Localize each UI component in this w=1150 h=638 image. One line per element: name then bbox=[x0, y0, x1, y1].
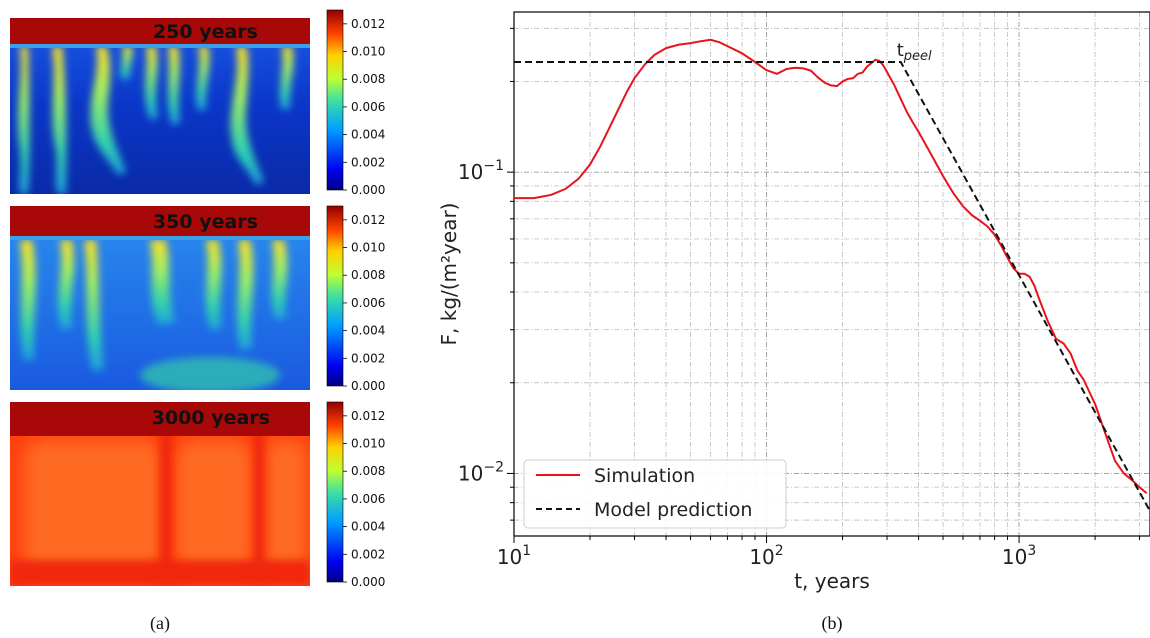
colorbar-tick-label: 0.002 bbox=[351, 547, 385, 561]
colorbar-tick-label: 0.012 bbox=[351, 213, 385, 227]
colorbar-0: 0.000 0.002 0.004 0.006 0.008 0.010 0.012 bbox=[326, 9, 385, 197]
colorbar-gradient bbox=[326, 401, 344, 583]
colorbar-tick-label: 0.004 bbox=[351, 324, 385, 338]
colorbar-tick-label: 0.006 bbox=[351, 100, 385, 114]
colorbar-tick-label: 0.008 bbox=[351, 268, 385, 282]
colorbar-tick-label: 0.002 bbox=[351, 351, 385, 365]
y-tick-label: 10−1 bbox=[458, 158, 504, 184]
colorbar-tick-label: 0.008 bbox=[351, 72, 385, 86]
y-axis-label: F, kg/(m²year) bbox=[437, 203, 461, 346]
colorbar-tick-label: 0.004 bbox=[351, 520, 385, 534]
t-peel-annotation: tpeel bbox=[897, 40, 932, 64]
colorbar-tick-label: 0.006 bbox=[351, 296, 385, 310]
colorbar-tick-label: 0.002 bbox=[351, 155, 385, 169]
series-layer bbox=[514, 38, 1150, 512]
concentration-map-250 bbox=[10, 18, 310, 194]
colorbar-tick-label: 0.010 bbox=[351, 45, 385, 59]
colorbar-tick-label: 0.010 bbox=[351, 241, 385, 255]
legend-box bbox=[523, 459, 787, 529]
legend-label-simulation: Simulation bbox=[594, 465, 695, 487]
x-axis-label: t, years bbox=[794, 569, 870, 593]
panel-b: 101 102 103 10−2 10−1 tpeel Simulation Model… bbox=[437, 11, 1150, 634]
colorbar-gradient bbox=[326, 9, 344, 191]
colorbar-tick-label: 0.012 bbox=[351, 409, 385, 423]
x-tick-label: 102 bbox=[749, 543, 783, 569]
legend: Simulation Model prediction bbox=[523, 459, 787, 529]
panel-a-caption: (a) bbox=[150, 613, 170, 634]
colorbar-tick-label: 0.000 bbox=[351, 379, 385, 393]
map-label-250: 250 years bbox=[153, 21, 258, 43]
colorbar-tick-label: 0.008 bbox=[351, 464, 385, 478]
y-tick-label: 10−2 bbox=[458, 459, 504, 485]
colorbar-tick-label: 0.000 bbox=[351, 183, 385, 197]
map-label-350: 350 years bbox=[153, 211, 258, 233]
colorbar-tick-label: 0.010 bbox=[351, 437, 385, 451]
colorbar-2: 0.000 0.002 0.004 0.006 0.008 0.010 0.012 bbox=[326, 401, 385, 589]
colorbar-tick-label: 0.012 bbox=[351, 17, 385, 31]
concentration-map-350 bbox=[10, 206, 310, 390]
colorbar-tick-label: 0.006 bbox=[351, 492, 385, 506]
x-tick-label: 101 bbox=[497, 543, 531, 569]
axis-ticks: 101 102 103 10−2 10−1 bbox=[458, 27, 1141, 569]
colorbar-gradient bbox=[326, 205, 344, 387]
grid bbox=[513, 12, 1150, 536]
panel-b-caption: (b) bbox=[822, 613, 843, 634]
colorbar-tick-label: 0.004 bbox=[351, 128, 385, 142]
plot-frame bbox=[513, 11, 1150, 537]
concentration-map-3000 bbox=[10, 402, 310, 586]
panel-a: 250 years 350 years bbox=[10, 9, 385, 634]
series-line-model-prediction bbox=[514, 61, 1150, 512]
colorbar-1: 0.000 0.002 0.004 0.006 0.008 0.010 0.012 bbox=[326, 205, 385, 393]
colorbars: 0.0000.0020.0040.0060.0080.0100.0120.000… bbox=[326, 9, 385, 589]
map-label-3000: 3000 years bbox=[152, 407, 270, 429]
legend-label-model: Model prediction bbox=[594, 499, 752, 521]
colorbar-tick-label: 0.000 bbox=[351, 575, 385, 589]
x-tick-label: 103 bbox=[1002, 543, 1036, 569]
series-line-simulation bbox=[514, 38, 1148, 494]
